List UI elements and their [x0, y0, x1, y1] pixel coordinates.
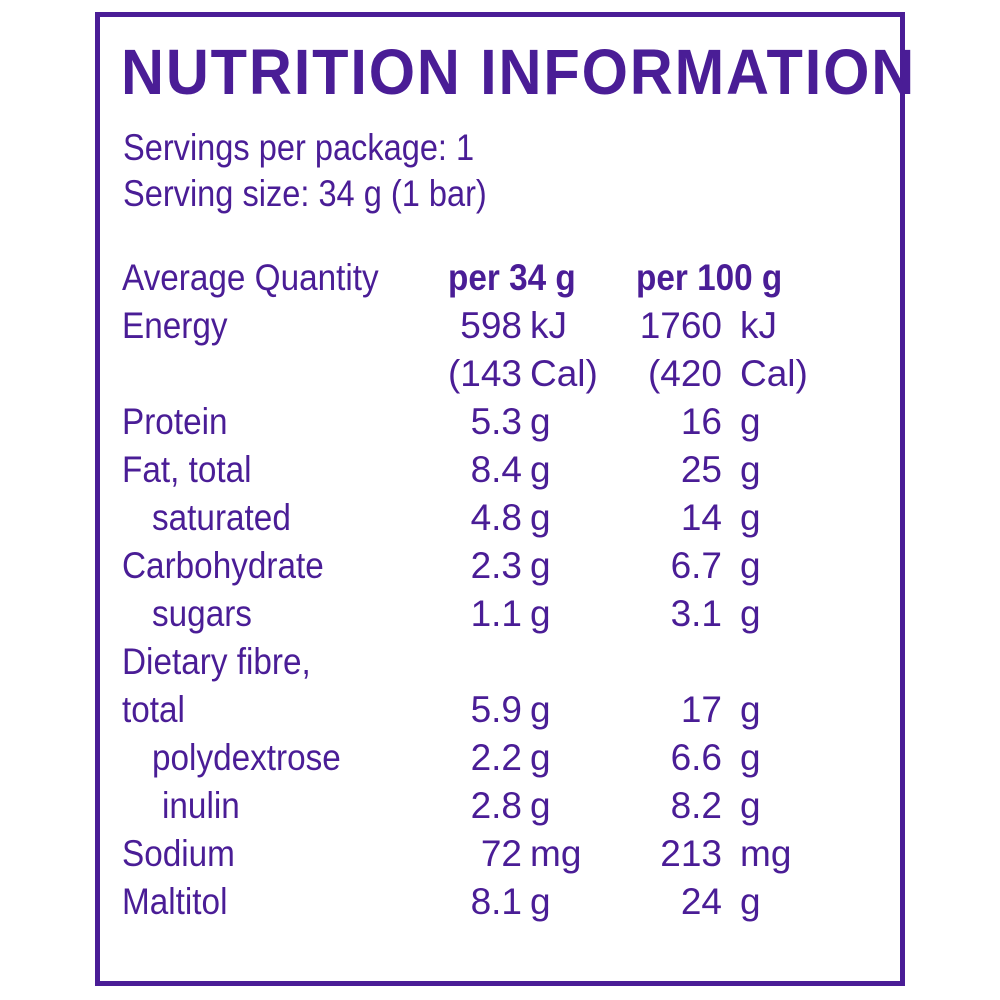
- unit-per-serving: g: [530, 785, 551, 826]
- table-row: Dietary fibre,: [0, 638, 1000, 686]
- value-per-serving: 8.1: [470, 881, 522, 922]
- table-row: total 5.9 g 17 g: [0, 686, 1000, 734]
- value-per-serving: 1.1: [470, 593, 522, 634]
- row-label: polydextrose: [152, 737, 341, 778]
- unit-per-100g: mg: [740, 833, 792, 874]
- row-label: Fat, total: [122, 449, 252, 490]
- unit-per-100g: g: [740, 737, 761, 778]
- row-label: saturated: [152, 497, 291, 538]
- unit-per-serving: g: [530, 497, 551, 538]
- value-per-100g: 1760: [639, 305, 722, 346]
- servings-per-package: Servings per package: 1: [123, 127, 475, 168]
- table-header-row: Average Quantity per 34 g per 100 g: [0, 254, 1000, 302]
- value-per-serving: 2.8: [470, 785, 522, 826]
- unit-per-100g: g: [740, 689, 761, 730]
- table-row: Protein 5.3 g 16 g: [0, 398, 1000, 446]
- value-per-100g: 6.6: [670, 737, 722, 778]
- unit-per-serving: g: [530, 401, 551, 442]
- table-row: Fat, total 8.4 g 25 g: [0, 446, 1000, 494]
- row-label: Carbohydrate: [122, 545, 324, 586]
- unit-per-serving: g: [530, 545, 551, 586]
- value-per-100g: 3.1: [670, 593, 722, 634]
- unit-per-100g: g: [740, 497, 761, 538]
- unit-per-100g: g: [740, 401, 761, 442]
- unit-per-100g: Cal): [740, 353, 808, 394]
- value-per-100g: 24: [680, 881, 722, 922]
- value-per-serving: 2.2: [470, 737, 522, 778]
- unit-per-serving: g: [530, 689, 551, 730]
- value-per-serving: 4.8: [470, 497, 522, 538]
- row-label: Dietary fibre,: [122, 641, 311, 682]
- unit-per-serving: g: [530, 737, 551, 778]
- value-per-serving: 5.9: [470, 689, 522, 730]
- unit-per-serving: g: [530, 881, 551, 922]
- table-row: Energy 598 kJ 1760 kJ: [0, 302, 1000, 350]
- nutrition-panel-border: [95, 12, 905, 986]
- row-label: Energy: [122, 305, 228, 346]
- value-per-serving: 598: [460, 305, 522, 346]
- unit-per-serving: Cal): [530, 353, 598, 394]
- value-per-serving: 5.3: [470, 401, 522, 442]
- header-per-100g: per 100 g: [636, 257, 783, 298]
- unit-per-100g: g: [740, 545, 761, 586]
- row-label: total: [122, 689, 185, 730]
- unit-per-serving: g: [530, 593, 551, 634]
- value-per-serving: (143: [447, 353, 522, 394]
- table-row: Sodium 72 mg 213 mg: [0, 830, 1000, 878]
- panel-title: NUTRITION INFORMATION: [121, 36, 917, 108]
- unit-per-serving: g: [530, 449, 551, 490]
- row-label: sugars: [152, 593, 252, 634]
- table-row: Carbohydrate 2.3 g 6.7 g: [0, 542, 1000, 590]
- unit-per-100g: kJ: [740, 305, 777, 346]
- value-per-100g: 16: [680, 401, 722, 442]
- table-row: saturated 4.8 g 14 g: [0, 494, 1000, 542]
- serving-size: Serving size: 34 g (1 bar): [123, 173, 487, 214]
- value-per-100g: 17: [680, 689, 722, 730]
- unit-per-100g: g: [740, 593, 761, 634]
- row-label: Sodium: [122, 833, 235, 874]
- header-average-quantity: Average Quantity: [122, 257, 379, 298]
- unit-per-100g: g: [740, 449, 761, 490]
- header-per-serving: per 34 g: [448, 257, 576, 298]
- value-per-100g: 213: [660, 833, 722, 874]
- value-per-100g: 25: [680, 449, 722, 490]
- value-per-100g: 14: [680, 497, 722, 538]
- value-per-serving: 72: [480, 833, 522, 874]
- value-per-serving: 2.3: [470, 545, 522, 586]
- row-label: Protein: [122, 401, 228, 442]
- unit-per-100g: g: [740, 785, 761, 826]
- unit-per-serving: mg: [530, 833, 582, 874]
- value-per-100g: 8.2: [670, 785, 722, 826]
- value-per-serving: 8.4: [470, 449, 522, 490]
- row-label: inulin: [162, 785, 240, 826]
- table-row: sugars 1.1 g 3.1 g: [0, 590, 1000, 638]
- value-per-100g: 6.7: [670, 545, 722, 586]
- table-row: inulin 2.8 g 8.2 g: [0, 782, 1000, 830]
- unit-per-serving: kJ: [530, 305, 567, 346]
- table-row: Maltitol 8.1 g 24 g: [0, 878, 1000, 926]
- value-per-100g: (420: [647, 353, 722, 394]
- table-row: polydextrose 2.2 g 6.6 g: [0, 734, 1000, 782]
- row-label: Maltitol: [122, 881, 228, 922]
- table-row: (143 Cal) (420 Cal): [0, 350, 1000, 398]
- unit-per-100g: g: [740, 881, 761, 922]
